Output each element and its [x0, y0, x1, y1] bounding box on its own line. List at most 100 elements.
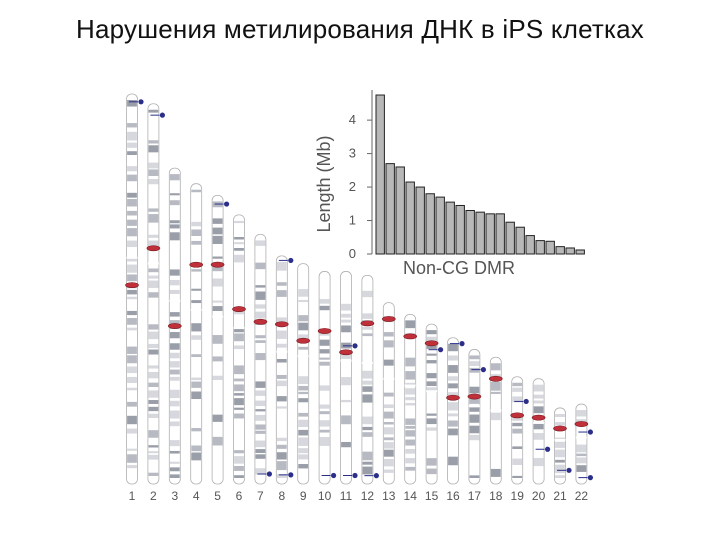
chromosome-band	[469, 475, 480, 478]
chromosome-band	[576, 457, 587, 464]
chromosome-band	[127, 428, 137, 434]
chromosome-band	[298, 412, 309, 417]
chromosome-band	[298, 429, 309, 436]
chromosome-band	[341, 319, 351, 323]
chromosome-band	[234, 398, 244, 406]
chromosome-band	[405, 382, 416, 385]
dmr-marker-red	[574, 421, 589, 427]
chromosome-band	[533, 457, 544, 467]
chromosome-band	[319, 339, 330, 346]
chromosome-band	[469, 414, 480, 423]
dmr-marker-red	[317, 328, 332, 334]
bar	[475, 211, 485, 255]
chromosome-band	[512, 458, 523, 465]
y-tick-label: 2	[349, 179, 356, 194]
chromosome-band	[127, 448, 137, 451]
chromosome-band	[405, 402, 416, 406]
y-tick-label: 0	[349, 246, 356, 261]
chromosome-band	[234, 247, 244, 251]
chromosome-band	[191, 288, 202, 291]
chromosome-band	[298, 437, 309, 446]
chromosome-band	[298, 322, 309, 331]
chromosome-band	[169, 232, 180, 241]
chromosome-band	[148, 280, 159, 288]
chromosome-band	[255, 240, 266, 246]
chromosome-band	[127, 366, 137, 374]
chromosome-band	[169, 343, 180, 350]
chromosome-band	[512, 428, 523, 434]
chromosome-band	[234, 407, 244, 410]
chromosome-band	[512, 446, 523, 449]
chromosome-band	[319, 305, 330, 311]
chromosome-band	[276, 330, 287, 339]
chromosome-band	[148, 445, 159, 448]
chromosome-band	[127, 240, 137, 248]
chromosome-band	[127, 296, 137, 300]
chromosome-band	[148, 234, 159, 238]
slide-title: Нарушения метилирования ДНК в iPS клетка…	[75, 14, 644, 44]
dmr-marker-blue	[545, 446, 551, 452]
chromosome-band	[448, 343, 458, 352]
chromosome-band	[405, 397, 416, 401]
chromosome-body	[425, 323, 438, 485]
chromosome-band	[255, 285, 266, 288]
bar	[495, 213, 505, 255]
chromosome-band	[512, 475, 523, 478]
chromosome-band	[148, 451, 159, 454]
chromosome-band	[405, 388, 416, 395]
chromosome-band	[191, 221, 202, 227]
chromosome-band	[148, 268, 159, 273]
chromosome-band	[298, 346, 309, 350]
chromosome-band	[362, 326, 373, 330]
chromosome-band	[362, 386, 373, 392]
chromosome-band	[405, 458, 416, 464]
chromosome-band	[169, 474, 180, 478]
chromosome-band	[169, 220, 180, 224]
y-tick-label: 4	[349, 112, 356, 127]
chromosome-band	[148, 372, 159, 379]
chromosome-band	[362, 451, 373, 461]
chromosome-13: 13	[381, 302, 396, 503]
bar	[515, 226, 525, 255]
chromosome-band	[555, 464, 565, 474]
dmr-marker-red	[553, 425, 567, 432]
chromosome-band	[212, 256, 223, 259]
chromosome-band	[490, 468, 501, 477]
chromosome-band	[490, 363, 501, 371]
chromosome-band	[298, 315, 309, 322]
dmr-marker-red	[339, 349, 353, 356]
chromosome-band	[298, 391, 309, 395]
chromosome-band	[469, 434, 480, 441]
chromosome-2: 2	[146, 103, 165, 503]
chromosome-band	[298, 419, 309, 428]
chromosome-band	[212, 414, 223, 422]
y-tick-label: 3	[349, 146, 356, 161]
chromosome-band	[212, 356, 223, 362]
chromosome-6: 6	[232, 214, 246, 503]
dmr-marker-blue	[352, 472, 358, 479]
dmr-marker-red	[210, 261, 225, 268]
chromosome-band	[383, 422, 394, 425]
chromosome-band	[383, 459, 394, 467]
chromosome-band	[169, 361, 180, 368]
chromosome-band	[469, 367, 480, 373]
chromosome-band	[234, 329, 244, 333]
chromosome-band	[448, 365, 458, 373]
chromosome-band	[169, 193, 180, 196]
bar	[485, 213, 495, 255]
bar	[385, 163, 395, 255]
chromosome-band	[533, 394, 544, 399]
chromosome-band	[426, 345, 437, 350]
chromosome-band	[276, 374, 287, 379]
chromosome-band	[127, 346, 137, 354]
chromosome-band	[127, 192, 137, 198]
chromosome-band	[127, 123, 137, 128]
chromosome-band	[276, 290, 287, 297]
dmr-marker-red	[168, 323, 182, 329]
chromosome-band	[191, 391, 202, 400]
chromosome-band	[169, 450, 180, 454]
chromosome-band	[576, 419, 587, 423]
chromosome-label: 12	[361, 489, 375, 503]
chromosome-22: 22	[574, 403, 594, 503]
chromosome-band	[383, 427, 394, 435]
